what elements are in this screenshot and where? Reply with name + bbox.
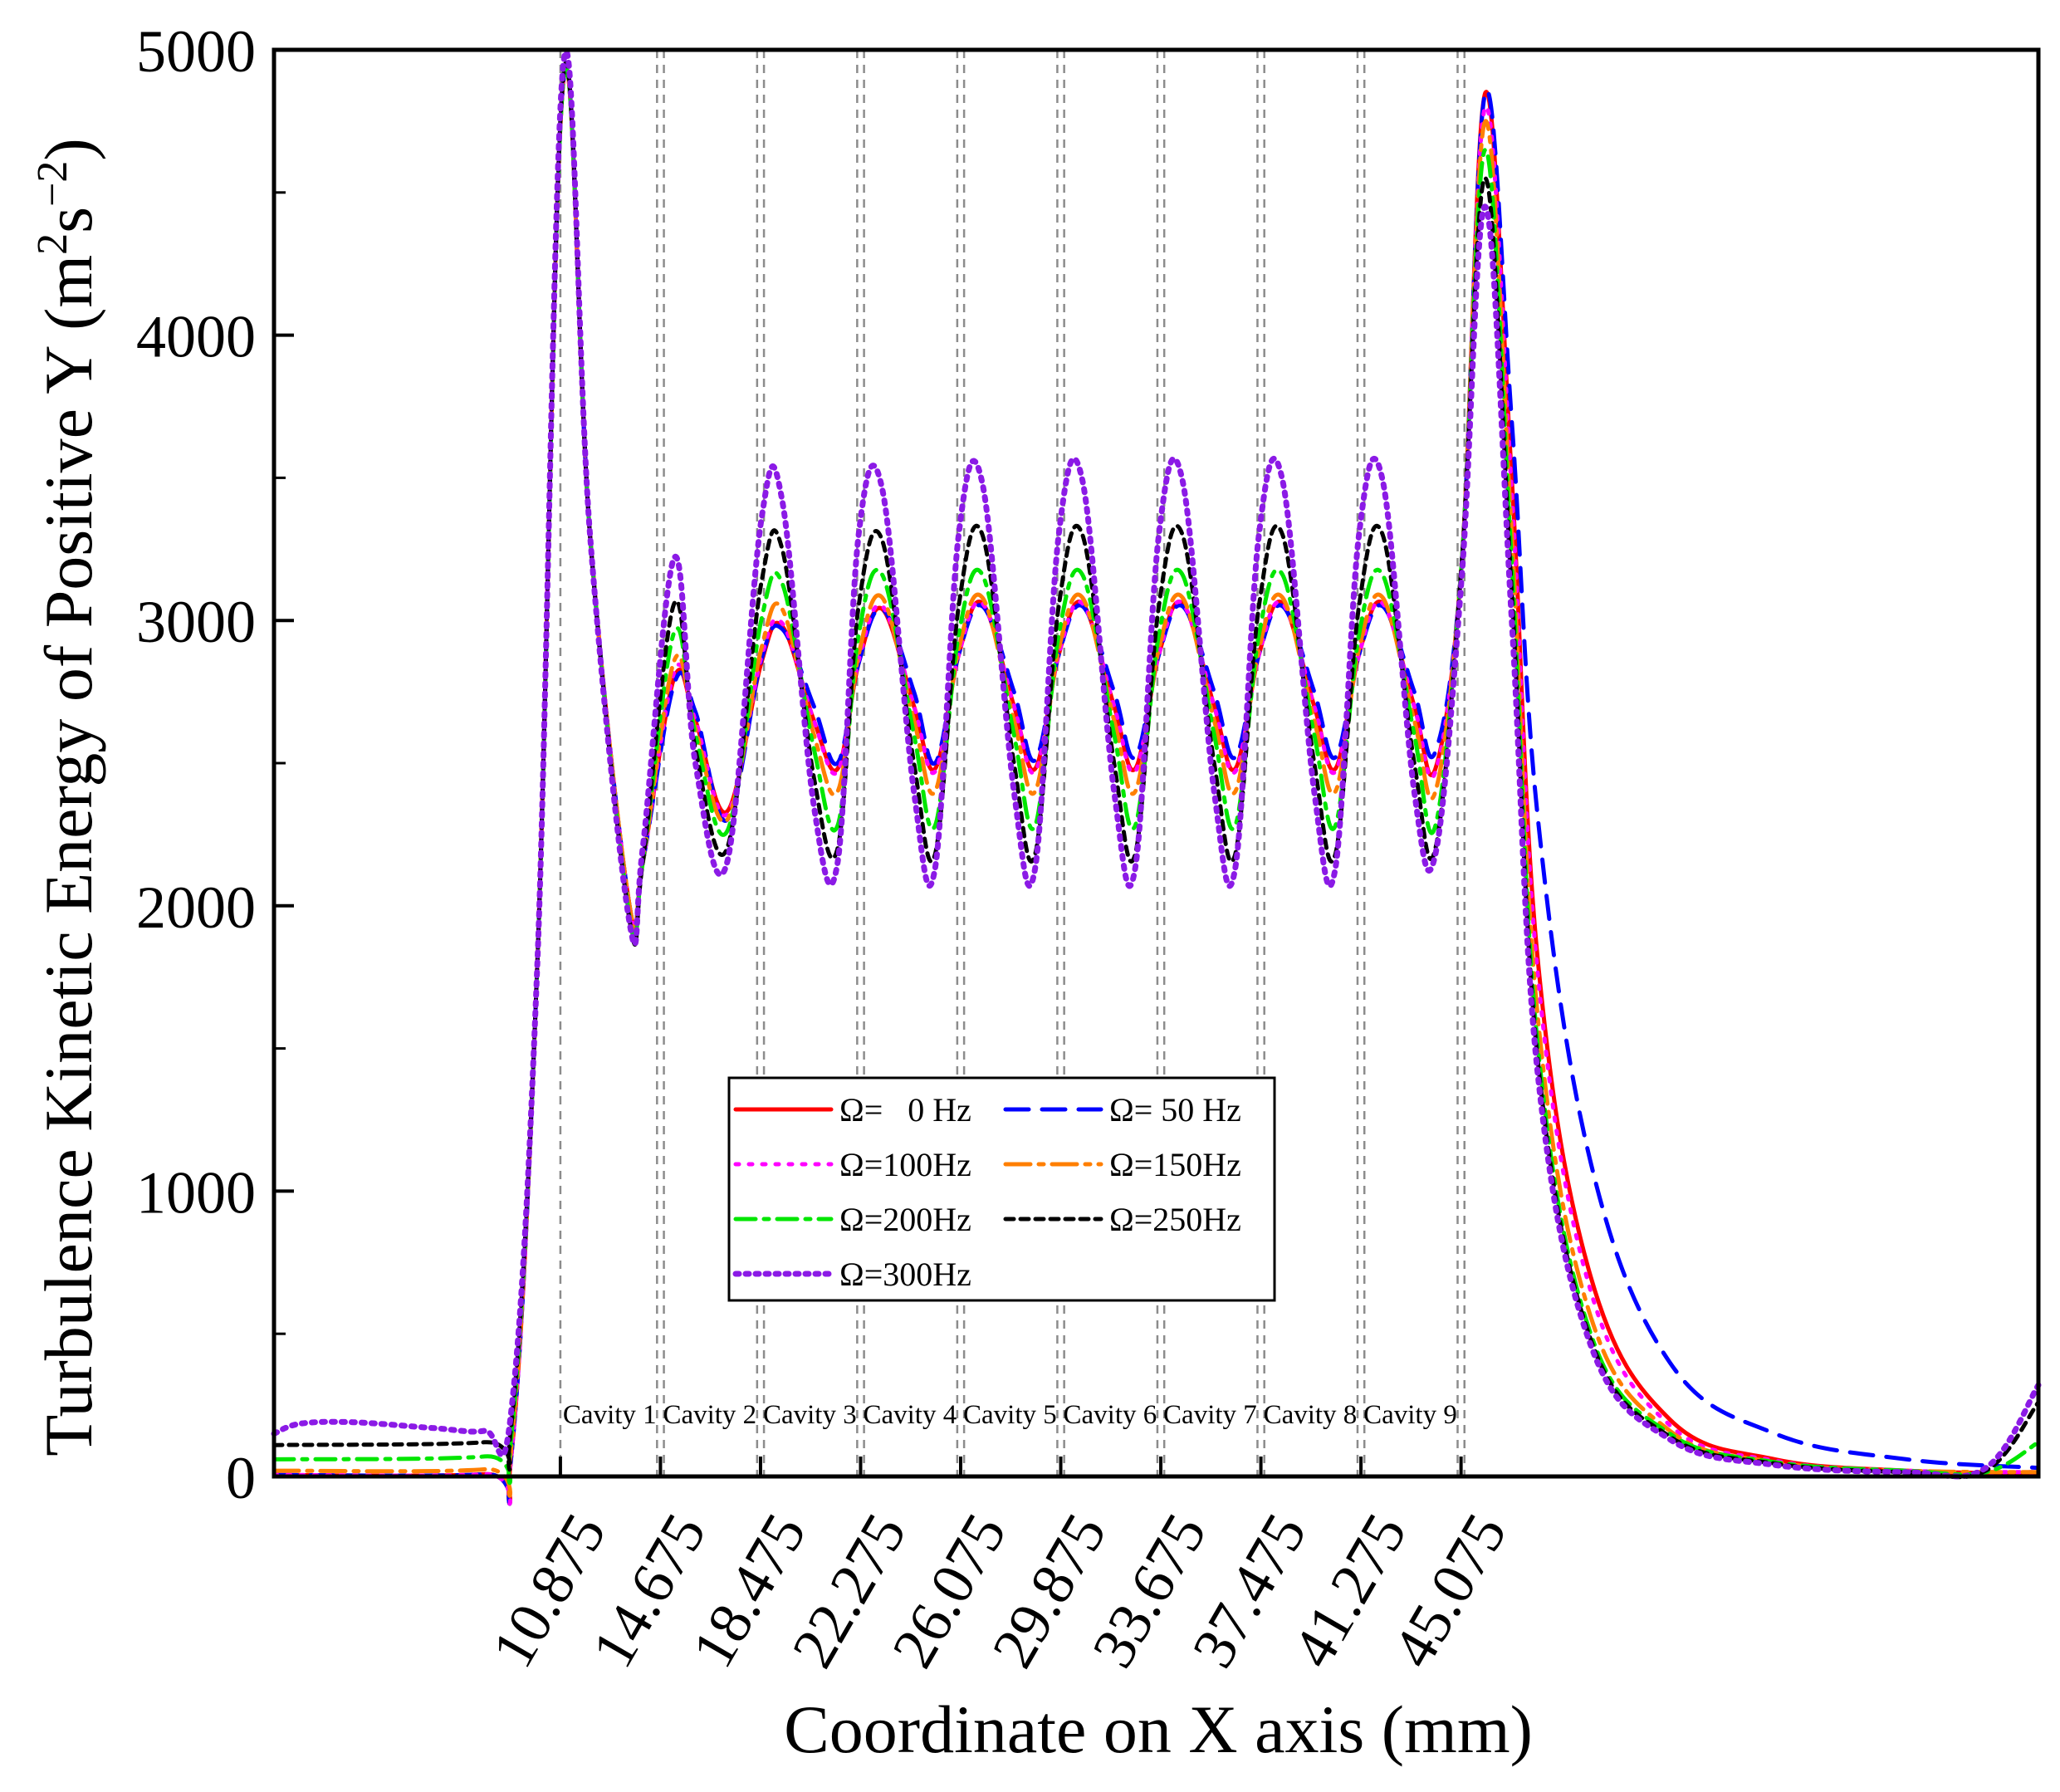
series-line-6 xyxy=(271,48,2042,1480)
y-axis-title-sup2: −2 xyxy=(29,161,76,207)
cavity-label: Cavity 5 xyxy=(963,1400,1057,1430)
y-tick-label: 3000 xyxy=(136,589,256,655)
cavity-label: Cavity 6 xyxy=(1064,1400,1157,1430)
cavity-label: Cavity 9 xyxy=(1363,1400,1457,1430)
y-tick-label: 5000 xyxy=(136,18,256,85)
legend-label: Ω=250Hz xyxy=(1109,1201,1241,1238)
y-tick-label: 2000 xyxy=(136,874,256,941)
cavity-label: Cavity 1 xyxy=(563,1400,657,1430)
y-tick-label: 4000 xyxy=(136,304,256,370)
cavity-label: Cavity 8 xyxy=(1264,1400,1358,1430)
y-axis-title-mid: s xyxy=(31,207,106,233)
legend-label: Ω=300Hz xyxy=(839,1256,971,1293)
cavity-label: Cavity 3 xyxy=(763,1400,857,1430)
legend-box xyxy=(727,1076,1276,1302)
legend-label: Ω=100Hz xyxy=(839,1146,971,1183)
series-layer xyxy=(271,48,2042,1506)
ticks-layer: 01000200030004000500010.87514.67518.4752… xyxy=(136,18,1519,1678)
legend-label: Ω=150Hz xyxy=(1109,1146,1241,1183)
x-axis-title: Coordinate on X axis (mm) xyxy=(784,1692,1533,1767)
y-axis-title-sup1: 2 xyxy=(29,233,76,255)
cavity-label: Cavity 7 xyxy=(1163,1400,1257,1430)
y-axis-title-main: Turbulence Kinetic Energy of Positive Y … xyxy=(31,255,106,1457)
y-axis-title: Turbulence Kinetic Energy of Positive Y … xyxy=(29,138,106,1457)
legend-label: Ω= 50 Hz xyxy=(1109,1091,1241,1129)
cavity-label: Cavity 2 xyxy=(663,1400,756,1430)
legend-label: Ω= 0 Hz xyxy=(839,1091,971,1129)
series-line-4 xyxy=(272,66,2041,1486)
y-tick-label: 1000 xyxy=(136,1159,256,1226)
cavity-label-layer: Cavity 1 Cavity 2 Cavity 3 Cavity 4 Cavity 5… xyxy=(563,1400,1457,1430)
y-tick-label: 0 xyxy=(226,1445,256,1511)
legend-label: Ω=200Hz xyxy=(839,1201,971,1238)
cavity-label: Cavity 4 xyxy=(863,1400,957,1430)
legend: Ω= 0 Hz Ω= 50 Hz Ω=100Hz Ω=150Hz Ω=200Hz Ω=25… xyxy=(727,1076,1276,1302)
y-axis-title-end: ) xyxy=(31,138,106,160)
